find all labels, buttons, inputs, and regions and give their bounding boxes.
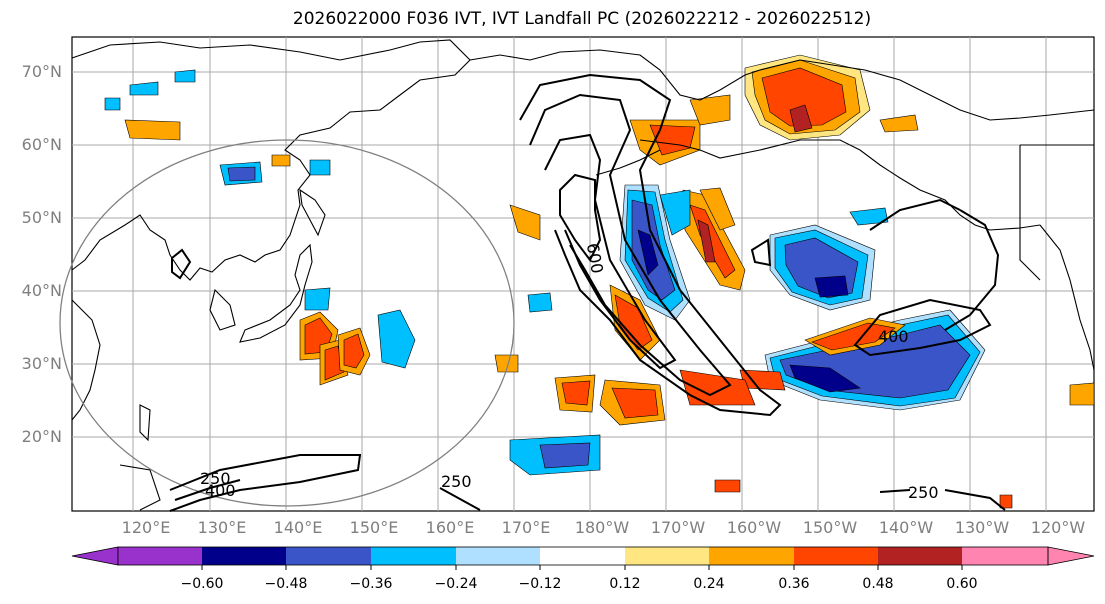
contour-label: 400 <box>878 327 909 346</box>
lon-label: 140°E <box>273 518 323 537</box>
lat-label: 70°N <box>21 62 62 81</box>
lat-label: 30°N <box>21 354 62 373</box>
colorbar-tick-label: 0.60 <box>946 576 978 592</box>
colorbar-tick-label: −0.12 <box>518 576 562 592</box>
lat-label: 20°N <box>21 427 62 446</box>
lon-label: 130°W <box>954 518 1010 537</box>
colorbar-segment <box>286 547 371 565</box>
colorbar-segment <box>709 547 794 565</box>
colorbar-tick-label: 0.36 <box>778 576 810 592</box>
colorbar-tick-label: −0.24 <box>434 576 478 592</box>
lon-label: 130°E <box>197 518 247 537</box>
map-title: 2026022000 F036 IVT, IVT Landfall PC (20… <box>292 9 872 29</box>
pc-shading <box>104 54 1095 509</box>
lon-label: 160°W <box>726 518 782 537</box>
colorbar-tick-label: 0.48 <box>862 576 894 592</box>
lat-label: 50°N <box>21 208 62 227</box>
colorbar-tick-label: −0.48 <box>264 576 308 592</box>
lat-label: 60°N <box>21 135 62 154</box>
map-frame <box>71 36 1095 512</box>
colorbar-segment <box>962 547 1048 565</box>
lon-label: 160°E <box>425 518 475 537</box>
contour-label: 400 <box>205 481 236 500</box>
lon-label: 170°W <box>650 518 706 537</box>
contour-label: 250 <box>908 483 939 502</box>
colorbar-segment <box>202 547 286 565</box>
colorbar-segment <box>456 547 540 565</box>
ivt-contours <box>169 73 1006 512</box>
colorbar-tick-label: 0.24 <box>693 576 725 592</box>
lon-label: 170°E <box>501 518 551 537</box>
colorbar <box>71 546 1095 570</box>
colorbar-segment <box>371 547 456 565</box>
landfall-region-circle <box>59 139 515 507</box>
lon-label: 180°W <box>574 518 630 537</box>
colorbar-segment <box>118 547 202 565</box>
colorbar-segment <box>794 547 878 565</box>
colorbar-segment <box>540 547 625 565</box>
colorbar-tick-label: −0.60 <box>180 576 224 592</box>
lon-label: 150°E <box>349 518 399 537</box>
graticule <box>72 37 1094 511</box>
colorbar-tick-label: −0.36 <box>349 576 393 592</box>
contour-label: 250 <box>200 469 231 488</box>
lon-label: 150°W <box>802 518 858 537</box>
colorbar-extend-max <box>1047 546 1095 566</box>
lon-label: 120°W <box>1030 518 1086 537</box>
lon-label: 120°E <box>121 518 171 537</box>
contour-label: 250 <box>441 472 472 491</box>
colorbar-extend-min <box>71 546 119 566</box>
lat-label: 40°N <box>21 281 62 300</box>
coastlines <box>71 39 1095 511</box>
colorbar-tick-label: 0.12 <box>609 576 641 592</box>
colorbar-segment <box>625 547 709 565</box>
lon-label: 140°W <box>878 518 934 537</box>
colorbar-segment <box>878 547 962 565</box>
